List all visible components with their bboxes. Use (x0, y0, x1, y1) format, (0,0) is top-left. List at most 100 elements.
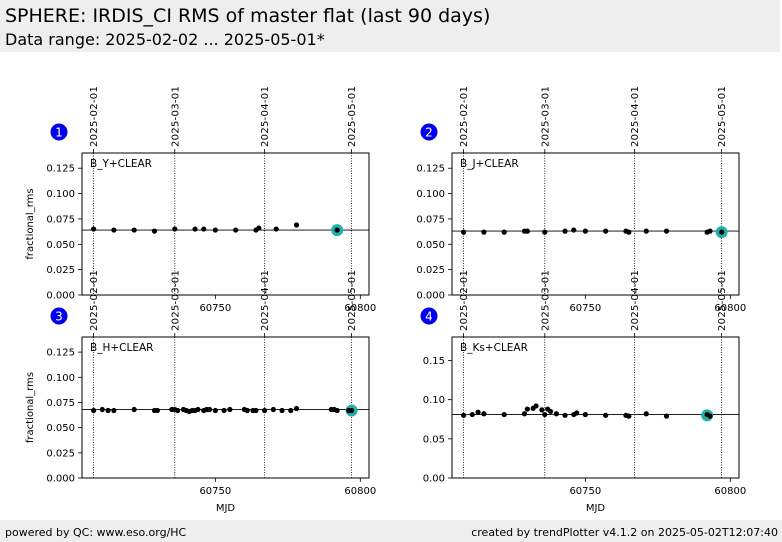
data-point (273, 226, 279, 232)
data-point (279, 407, 285, 414)
data-point (481, 411, 487, 417)
data-point (719, 229, 725, 235)
data-point (195, 406, 201, 413)
y-tick-label: 0.075 (46, 214, 75, 225)
plot-frame (81, 336, 370, 479)
data-point (542, 411, 548, 418)
y-tick-label: 0.000 (46, 474, 75, 485)
series-label: B_Ks+CLEAR (460, 342, 528, 354)
data-point (293, 222, 300, 228)
data-point (206, 406, 213, 413)
x-tick-label: 60750 (569, 486, 601, 497)
y-tick-label: 0.100 (416, 189, 445, 200)
y-tick-label: 0.10 (423, 395, 445, 406)
data-point (131, 406, 137, 413)
panel-number: 3 (55, 310, 63, 324)
date-tick-label: 2025-05-01 (717, 270, 728, 331)
data-point (270, 406, 276, 413)
y-tick-label: 0.000 (46, 291, 75, 302)
data-point (105, 407, 111, 414)
y-tick-label: 0.025 (416, 265, 445, 276)
footer-powered-by: powered by QC: www.eso.org/HC (5, 526, 187, 539)
data-point (288, 407, 294, 414)
data-point (542, 229, 548, 235)
panel-number-badge (50, 307, 68, 325)
footer-bar: powered by QC: www.eso.org/HC created by… (0, 520, 782, 542)
plot-frame (451, 336, 740, 479)
data-point (256, 225, 262, 231)
data-point (663, 228, 670, 234)
y-tick-label: 0.050 (416, 240, 445, 251)
data-point (521, 411, 528, 417)
data-point (154, 407, 160, 414)
panel-number-badge (420, 123, 438, 141)
data-point (524, 228, 530, 234)
data-point (571, 227, 577, 233)
x-tick-label: 60750 (199, 486, 231, 497)
chart-panel-1: 2025-02-01 2025-03-01 2025-04-01 2025-05-01… (25, 86, 376, 314)
data-point (475, 409, 481, 415)
data-point (227, 406, 233, 413)
date-tick-label: 2025-03-01 (170, 86, 181, 147)
x-tick-label: 60750 (199, 303, 231, 314)
date-tick-label: 2025-04-01 (630, 86, 641, 147)
plot-frame (81, 152, 370, 296)
y-tick-label: 0.125 (46, 348, 75, 359)
data-point (212, 407, 218, 414)
data-point (460, 229, 467, 235)
data-range-subtitle: Data range: 2025-02-02 ... 2025-05-01* (5, 30, 325, 49)
data-point (501, 411, 507, 418)
panel-number: 2 (425, 126, 433, 140)
date-tick-label: 2025-04-01 (260, 86, 271, 147)
data-point (562, 228, 568, 234)
x-tick-label: 60800 (344, 303, 376, 314)
data-point (626, 413, 632, 419)
data-point (90, 226, 97, 232)
series-label: B_Y+CLEAR (90, 158, 152, 170)
data-point (334, 227, 340, 233)
y-tick-label: 0.075 (416, 214, 445, 225)
date-tick-label: 2025-02-01 (459, 270, 470, 331)
plot-frame (451, 152, 740, 296)
data-point (111, 227, 117, 233)
data-point (192, 226, 198, 232)
data-point (212, 227, 218, 233)
y-tick-label: 0.125 (46, 164, 75, 175)
y-tick-label: 0.100 (46, 189, 75, 200)
y-tick-label: 0.050 (46, 240, 75, 251)
data-point (201, 226, 207, 232)
panel-number-badge (420, 307, 438, 325)
data-point (501, 229, 507, 235)
data-point (574, 410, 580, 416)
data-point (643, 228, 649, 234)
data-point (99, 406, 105, 413)
data-point (151, 228, 158, 234)
date-tick-label: 2025-02-01 (89, 270, 100, 331)
data-point (707, 228, 713, 234)
data-point (553, 411, 559, 417)
data-point (547, 408, 554, 415)
data-point (603, 228, 609, 234)
date-tick-label: 2025-03-01 (170, 270, 181, 331)
chart-panel-4: 2025-02-01 2025-03-01 2025-04-01 2025-05-01… (420, 270, 746, 514)
date-tick-label: 2025-03-01 (540, 270, 551, 331)
series-label: B_J+CLEAR (460, 158, 519, 170)
data-point (233, 227, 239, 233)
data-point (481, 229, 487, 235)
y-tick-label: 0.025 (46, 265, 75, 276)
x-tick-label: 60800 (714, 303, 746, 314)
date-tick-label: 2025-04-01 (260, 270, 271, 331)
data-point (663, 413, 670, 419)
chart-panel-2: 2025-02-01 2025-03-01 2025-04-01 2025-05-01… (416, 86, 746, 314)
y-tick-label: 0.00 (423, 474, 445, 485)
data-point (524, 406, 530, 412)
panel-number: 4 (425, 310, 433, 324)
data-point (460, 412, 467, 418)
data-point (539, 407, 545, 413)
date-tick-label: 2025-05-01 (347, 86, 358, 147)
data-point (221, 407, 227, 414)
y-tick-label: 0.075 (46, 398, 75, 409)
date-tick-label: 2025-04-01 (630, 270, 641, 331)
data-point (707, 413, 713, 419)
